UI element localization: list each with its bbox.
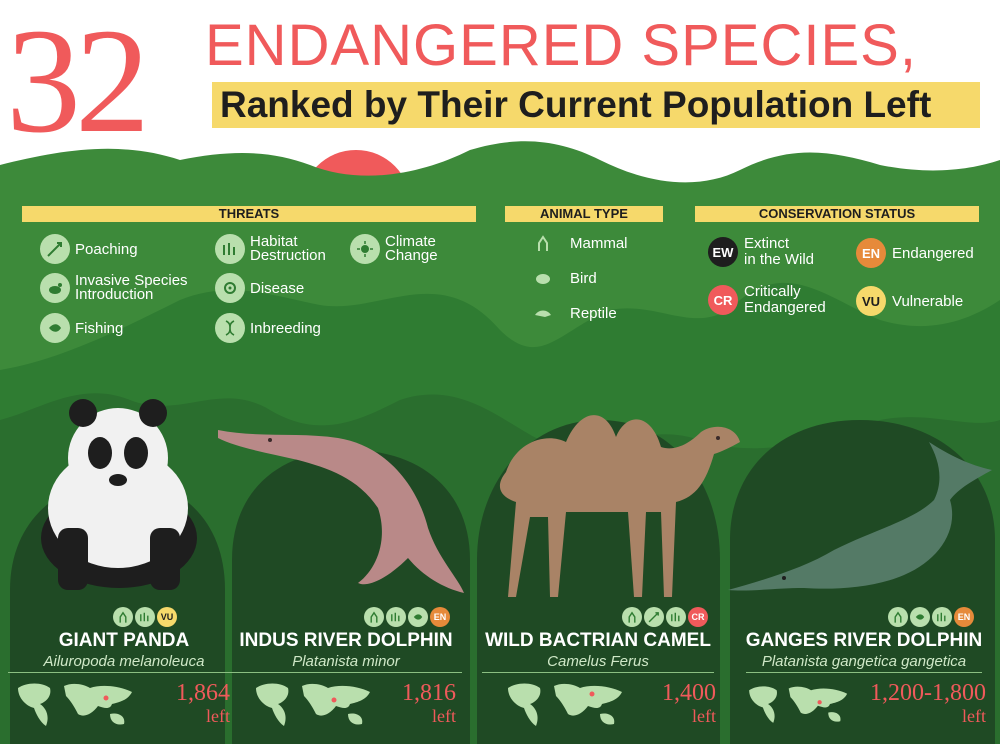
panda-illustration xyxy=(41,399,197,590)
fishing-icon xyxy=(40,313,70,343)
status-badge: VU xyxy=(157,607,177,627)
habitat-destruction-icon xyxy=(666,607,686,627)
scientific-name: Ailuropoda melanoleuca xyxy=(43,653,205,670)
mammal-icon xyxy=(364,607,384,627)
divider xyxy=(482,672,714,673)
animal-type-heading: ANIMAL TYPE xyxy=(505,206,663,222)
threat-inbreeding: Inbreeding xyxy=(215,313,321,343)
population-left-label: left xyxy=(692,706,716,726)
disease-icon xyxy=(215,273,245,303)
population-left-label: left xyxy=(432,706,456,726)
status-badge: EN xyxy=(430,607,450,627)
population-count: 1,200-1,800 xyxy=(870,680,986,706)
species-card-ganges-river-dolphin: GANGES RIVER DOLPHIN Platanista gangetic… xyxy=(738,630,990,744)
en-badge: EN xyxy=(856,238,886,268)
habitat-destruction-icon xyxy=(932,607,952,627)
mammal-icon xyxy=(622,607,642,627)
poaching-icon xyxy=(644,607,664,627)
dna-icon xyxy=(215,313,245,343)
world-map-icon xyxy=(256,683,370,726)
species-card-wild-bactrian-camel: WILD BACTRIAN CAMEL Camelus Ferus 1,400 … xyxy=(474,630,722,744)
indus-dolphin-illustration xyxy=(218,430,464,593)
vu-badge: VU xyxy=(856,286,886,316)
world-map-icon xyxy=(749,686,848,723)
bird-icon xyxy=(528,263,558,293)
mammal-icon xyxy=(888,607,908,627)
reptile-icon xyxy=(528,298,558,328)
threat-fishing: Fishing xyxy=(40,313,123,343)
status-extinct-in-wild: EW Extinct in the Wild xyxy=(708,236,814,268)
population-count: 1,400 xyxy=(662,680,716,706)
population-count: 1,816 xyxy=(402,680,456,706)
threats-heading: THREATS xyxy=(22,206,476,222)
invasive-species-icon xyxy=(40,273,70,303)
divider xyxy=(8,672,240,673)
species-name: GIANT PANDA xyxy=(58,630,190,651)
cr-badge: CR xyxy=(708,285,738,315)
divider xyxy=(746,672,982,673)
species-card-giant-panda: GIANT PANDA Ailuropoda melanoleuca 1,864… xyxy=(0,630,248,744)
panda-badges: VU xyxy=(113,607,177,627)
divider xyxy=(230,672,462,673)
population-left-label: left xyxy=(962,706,986,726)
camel-illustration xyxy=(499,415,740,597)
type-reptile: Reptile xyxy=(528,298,617,328)
species-name: WILD BACTRIAN CAMEL xyxy=(485,630,711,651)
population-left-label: left xyxy=(206,706,230,726)
world-map-icon xyxy=(18,683,132,726)
threat-invasive-species: Invasive Species Introduction xyxy=(40,273,188,303)
world-map-icon xyxy=(508,683,622,726)
status-badge: CR xyxy=(688,607,708,627)
species-name: GANGES RIVER DOLPHIN xyxy=(745,630,983,651)
habitat-destruction-icon xyxy=(215,234,245,264)
habitat-destruction-icon xyxy=(135,607,155,627)
scientific-name: Platanista gangetica gangetica xyxy=(761,653,967,670)
scientific-name: Camelus Ferus xyxy=(547,653,649,670)
ew-badge: EW xyxy=(708,237,738,267)
fishing-icon xyxy=(408,607,428,627)
fishing-icon xyxy=(910,607,930,627)
mammal-icon xyxy=(528,228,558,258)
population-count: 1,864 xyxy=(176,680,230,706)
indus-dolphin-badges: EN xyxy=(364,607,450,627)
threat-climate-change: Climate Change xyxy=(350,234,438,264)
species-card-indus-river-dolphin: INDUS RIVER DOLPHIN Platanista minor 1,8… xyxy=(222,630,470,744)
type-mammal: Mammal xyxy=(528,228,628,258)
status-vulnerable: VU Vulnerable xyxy=(856,286,963,316)
status-badge: EN xyxy=(954,607,974,627)
climate-change-icon xyxy=(350,234,380,264)
scientific-name: Platanista minor xyxy=(292,653,400,670)
status-endangered: EN Endangered xyxy=(856,238,974,268)
page-subtitle: Ranked by Their Current Population Left xyxy=(212,82,980,128)
conservation-status-heading: CONSERVATION STATUS xyxy=(695,206,979,222)
type-bird: Bird xyxy=(528,263,597,293)
camel-badges: CR xyxy=(622,607,708,627)
page-title: ENDANGERED SPECIES, xyxy=(205,13,917,78)
species-name: INDUS RIVER DOLPHIN xyxy=(239,630,453,651)
threat-habitat-destruction: Habitat Destruction xyxy=(215,234,326,264)
poaching-icon xyxy=(40,234,70,264)
ganges-dolphin-illustration xyxy=(728,442,992,591)
ganges-dolphin-badges: EN xyxy=(888,607,974,627)
mammal-icon xyxy=(113,607,133,627)
threat-disease: Disease xyxy=(215,273,304,303)
status-critically-endangered: CR Critically Endangered xyxy=(708,284,826,316)
threat-poaching: Poaching xyxy=(40,234,138,264)
habitat-destruction-icon xyxy=(386,607,406,627)
species-count: 32 xyxy=(6,0,150,164)
